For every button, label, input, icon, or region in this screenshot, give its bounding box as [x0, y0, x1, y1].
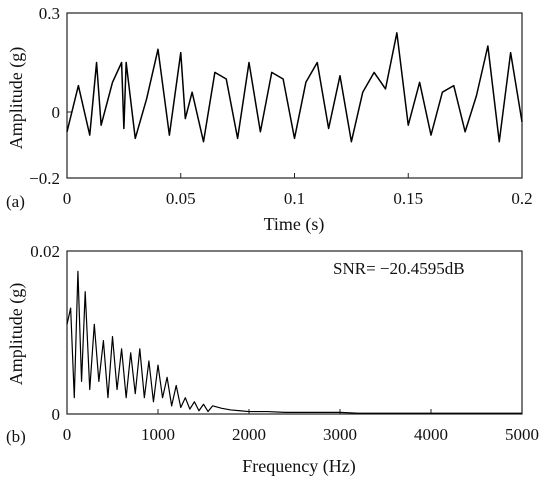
time-domain-chart: 0 0.05 0.1 0.15 0.2 −0.200.3 Time (s) Amplit… [6, 4, 533, 235]
y-tick-label: 0.02 [30, 242, 60, 261]
x-tick-group-a: 0 0.05 0.1 0.15 0.2 [63, 173, 533, 208]
x-tick-label: 5000 [505, 425, 539, 444]
x-axis-label-b: Frequency (Hz) [242, 456, 355, 477]
snr-annotation: SNR= −20.4595dB [333, 259, 465, 278]
y-tick-label: 0 [52, 103, 61, 122]
x-axis-label-a: Time (s) [264, 214, 325, 235]
x-tick-label: 4000 [414, 425, 448, 444]
x-tick-label: 0.15 [393, 189, 423, 208]
x-tick-label: 0.1 [284, 189, 305, 208]
x-tick-group-b: 0 1000 2000 3000 4000 5000 [63, 409, 539, 444]
x-tick-label: 3000 [323, 425, 357, 444]
x-tick-label: 0 [63, 189, 72, 208]
x-tick-label: 0.05 [166, 189, 196, 208]
frequency-spectrum-chart: 0 1000 2000 3000 4000 5000 00.02 SNR= −20.459… [6, 242, 539, 477]
x-tick-label: 0.2 [511, 189, 532, 208]
y-axis-label-b: Amplitude (g) [6, 283, 27, 385]
y-tick-label: −0.2 [29, 169, 60, 188]
spectrum-line [66, 270, 522, 414]
panel-label-b: (b) [6, 427, 26, 446]
y-axis-label-a: Amplitude (g) [6, 47, 27, 149]
y-tick-group-a: −0.2 0 0.3 [29, 4, 72, 188]
x-tick-label: 0 [63, 425, 72, 444]
x-tick-label: 1000 [141, 425, 175, 444]
y-tick-group-b: 00.02 [30, 242, 72, 424]
plot-frame-a [66, 12, 523, 179]
time-signal-line [66, 32, 523, 143]
plot-frame-b [66, 250, 523, 415]
y-tick-label: 0 [52, 405, 61, 424]
y-tick-label: 0.3 [39, 4, 60, 23]
panel-label-a: (a) [6, 192, 25, 211]
x-tick-label: 2000 [232, 425, 266, 444]
